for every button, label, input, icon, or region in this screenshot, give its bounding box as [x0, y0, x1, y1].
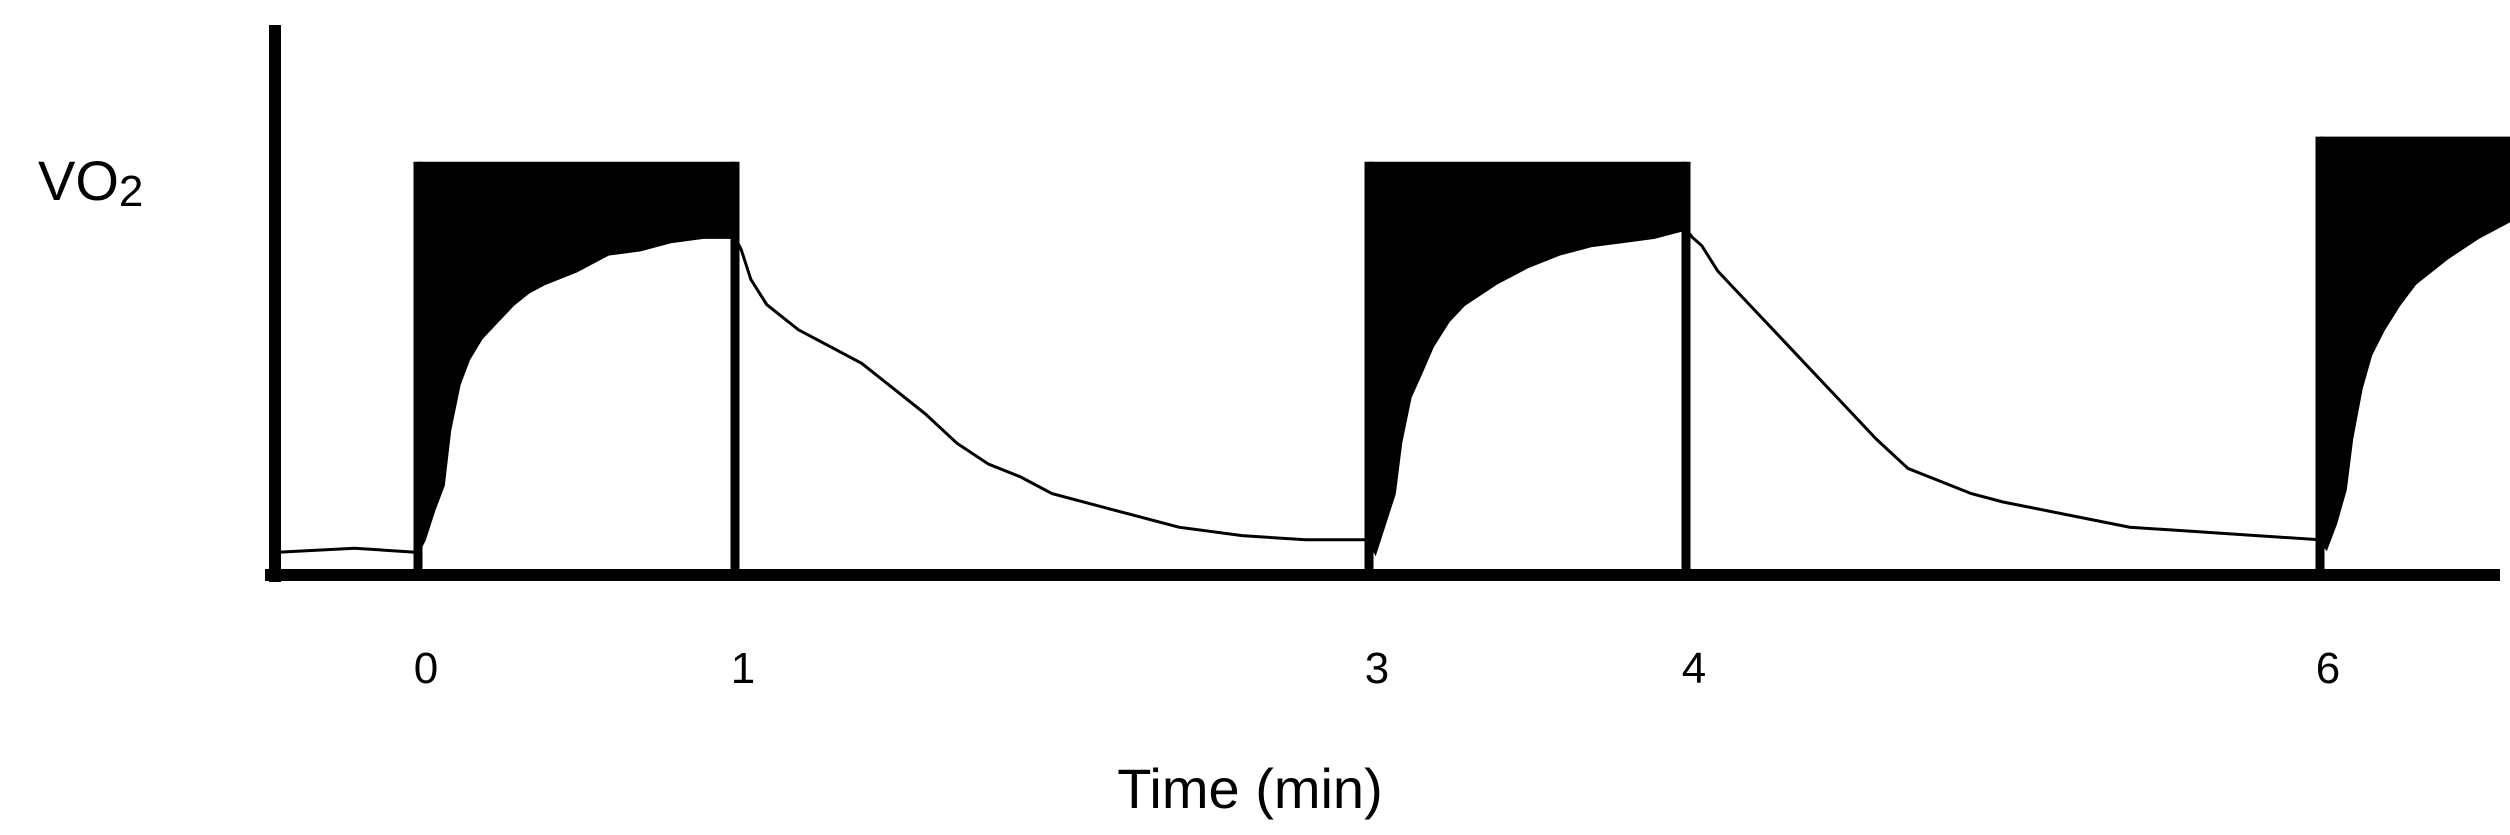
y-axis-label-subscript: 2 [119, 167, 143, 216]
x-tick-label: 6 [2316, 644, 2340, 693]
x-tick-label: 4 [1682, 644, 1706, 693]
y-axis-label: VO2 [38, 149, 143, 216]
oxygen-deficit-areas [418, 136, 2510, 553]
x-tick-label: 1 [731, 644, 755, 693]
x-tick-label: 0 [414, 644, 438, 693]
vo2-series [275, 219, 2510, 557]
x-axis-label: Time (min) [1117, 757, 1382, 820]
oxygen-deficit-area-1 [418, 161, 735, 553]
oxygen-deficit-area-2 [1369, 161, 1686, 553]
x-tick-labels: 013467 [414, 644, 2340, 693]
vo2-line [275, 219, 2510, 557]
oxygen-deficit-area-3 [2320, 136, 2510, 549]
x-tick-label: 3 [1365, 644, 1389, 693]
